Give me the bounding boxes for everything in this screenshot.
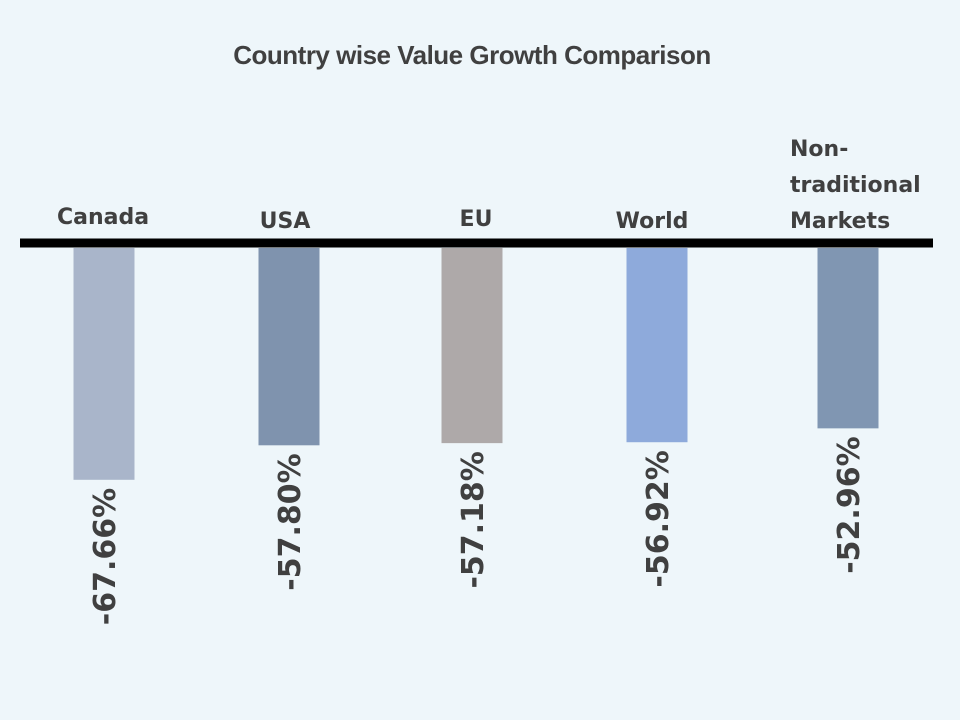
value-label-eu: -57.18% [456, 451, 491, 588]
category-label-eu: EU [460, 207, 493, 232]
category-label-line: World [616, 209, 689, 234]
category-label-line: USA [260, 209, 311, 234]
category-labels-group: Canada USA EU World Non-traditional Markets [57, 137, 921, 234]
bar-eu [441, 248, 503, 444]
category-label-line: Markets [790, 209, 890, 234]
category-label-line: traditional [790, 173, 921, 198]
value-label-non-traditional-markets: -52.96% [832, 436, 867, 573]
category-label-world: World [616, 209, 689, 234]
value-label-usa: -57.80% [273, 453, 308, 590]
category-label-non-traditional-markets: Non-traditional Markets [790, 137, 921, 234]
category-label-canada: Canada [57, 205, 149, 230]
category-label-line: EU [460, 207, 493, 232]
chart-title: Country wise Value Growth Comparison [233, 40, 711, 70]
bar-canada [73, 248, 135, 480]
bar-non-traditional-markets [817, 248, 879, 429]
value-label-canada: -67.66% [88, 488, 123, 625]
value-label-world: -56.92% [641, 450, 676, 587]
bars-group [73, 248, 879, 480]
category-label-usa: USA [260, 209, 311, 234]
bar-world [626, 248, 688, 443]
category-label-line: Canada [57, 205, 149, 230]
category-label-line: Non- [790, 137, 848, 162]
bar-usa [258, 248, 320, 446]
value-labels-group: -67.66% -57.80% -57.18% -56.92% -52.96% [88, 436, 867, 625]
